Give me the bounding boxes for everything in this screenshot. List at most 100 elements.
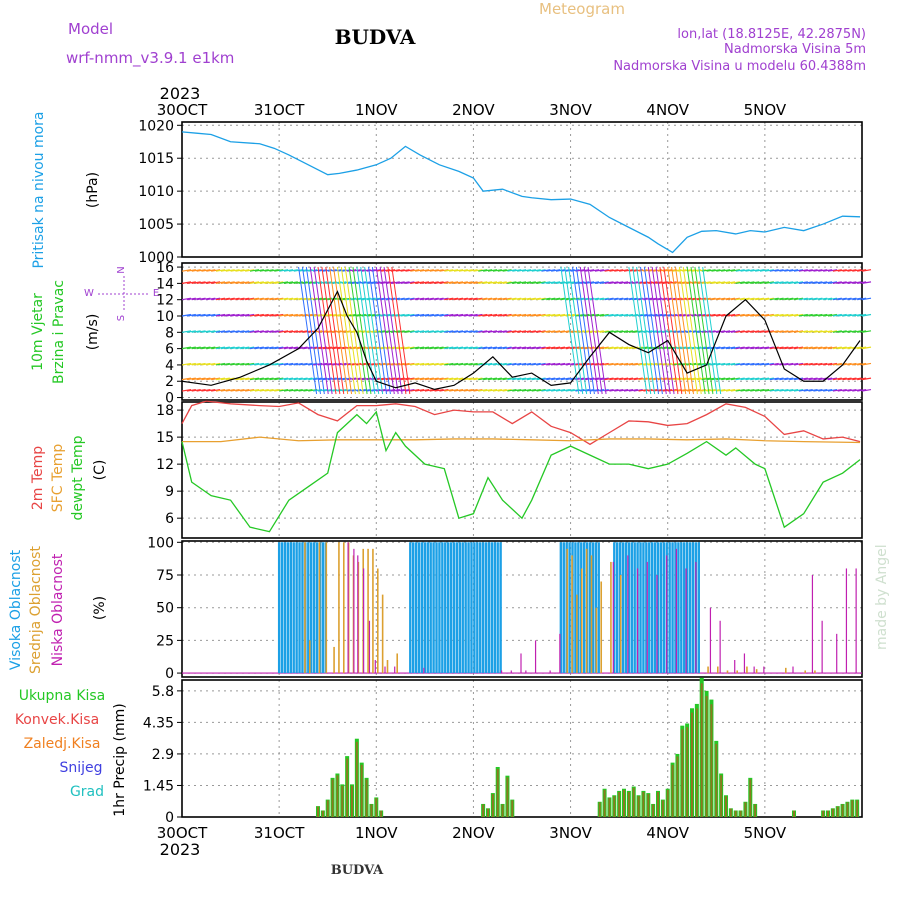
wind-barb — [614, 313, 624, 317]
wind-barb — [201, 313, 211, 317]
y-tick-label: 1015 — [138, 151, 174, 167]
wind-barb — [570, 297, 580, 301]
y-tick-label: 8 — [165, 325, 174, 341]
wind-barb — [215, 377, 226, 381]
wind-barb — [536, 313, 546, 317]
wind-barb — [784, 377, 794, 381]
wind-barb — [483, 281, 493, 284]
wind-barb — [502, 330, 512, 333]
wind-barb — [619, 297, 629, 301]
wind-barb — [551, 330, 561, 333]
wind-barb — [541, 313, 551, 317]
wind-streak — [313, 266, 333, 395]
wind-barb — [419, 269, 430, 272]
wind-barb — [721, 388, 731, 392]
wind-barb — [235, 297, 245, 301]
wind-barb — [419, 281, 430, 284]
wind-barb — [633, 388, 643, 392]
wind-barb — [779, 377, 789, 381]
wind-barb — [206, 297, 216, 301]
wind-barb — [356, 313, 366, 317]
wind-barb — [803, 281, 813, 284]
wind-barb — [837, 313, 847, 317]
wind-barb — [789, 362, 799, 366]
wind-barb — [473, 377, 483, 381]
wind-barb — [293, 330, 303, 333]
wind-barb — [196, 346, 206, 350]
wind-barb — [551, 362, 561, 366]
wind-barb — [439, 297, 449, 301]
wind-barb — [385, 377, 396, 381]
wind-barb — [585, 313, 595, 317]
wind-barb — [434, 388, 444, 392]
wind-barb — [526, 377, 536, 381]
wind-barb — [536, 297, 546, 301]
wind-barb — [789, 377, 799, 381]
wind-barb — [424, 281, 434, 284]
wind-barb — [371, 388, 381, 392]
y-tick-label: 75 — [156, 568, 174, 584]
wind-barb — [439, 346, 449, 350]
wind-barb — [594, 269, 604, 272]
precip-bar-conv — [501, 804, 504, 817]
wind-barb — [604, 269, 614, 272]
wind-barb — [823, 269, 833, 272]
wind-barb — [473, 297, 483, 301]
wind-barb — [711, 330, 721, 333]
wind-streak — [663, 266, 683, 395]
wind-barb — [667, 362, 677, 366]
y-tick-label: 18 — [156, 403, 174, 419]
city-title: BUDVA — [335, 25, 416, 49]
wind-barb — [415, 269, 425, 272]
wind-barb — [458, 269, 468, 272]
wind-barb — [546, 313, 556, 317]
wind-barb — [541, 297, 551, 301]
wind-barb — [259, 362, 269, 366]
wind-barb — [570, 377, 580, 381]
wind-barb — [483, 330, 493, 333]
wind-barb — [857, 269, 867, 272]
wind-barb — [264, 297, 274, 301]
wind-barb — [487, 346, 498, 350]
wind-barb — [682, 330, 692, 333]
y-tick-label: 100 — [147, 535, 174, 551]
wind-barb — [521, 362, 532, 366]
wind-barb — [725, 281, 736, 284]
precip-bar-conv — [710, 704, 713, 817]
wind-barb — [701, 362, 711, 366]
wind-barb — [468, 281, 478, 284]
wind-barb — [220, 330, 230, 333]
wind-streak — [651, 266, 671, 395]
x-tick-label: 1NOV — [355, 101, 398, 119]
wind-barb — [230, 362, 240, 366]
wind-barb — [536, 388, 546, 392]
temp-line-2 — [181, 410, 861, 533]
wind-barb — [517, 297, 527, 301]
wind-barb — [599, 362, 609, 366]
x-tick-label: 4NOV — [646, 824, 689, 842]
wind-barb — [832, 281, 842, 284]
temp-line-0 — [181, 400, 861, 446]
wind-barb — [512, 362, 522, 366]
wind-barb — [458, 388, 468, 392]
wind-barb — [502, 297, 512, 301]
wind-streak — [568, 266, 588, 395]
precip-bar-conv — [506, 777, 509, 817]
wind-barb — [517, 388, 527, 392]
wind-barb — [531, 346, 541, 350]
wind-barb — [424, 330, 434, 333]
y-tick-label: 50 — [156, 601, 174, 617]
wind-barb — [371, 362, 381, 366]
wind-barb — [755, 330, 765, 333]
wind-barb — [808, 377, 818, 381]
wind-barb — [186, 346, 196, 350]
wind-barb — [823, 346, 833, 350]
wind-barb — [667, 313, 677, 317]
wind-barb — [759, 281, 770, 284]
wind-barb — [264, 388, 274, 392]
wind-barb — [555, 330, 566, 333]
wind-barb — [502, 281, 512, 284]
precip-bar-conv — [341, 785, 344, 817]
wind-barb — [706, 313, 716, 317]
wind-barb — [662, 330, 672, 333]
